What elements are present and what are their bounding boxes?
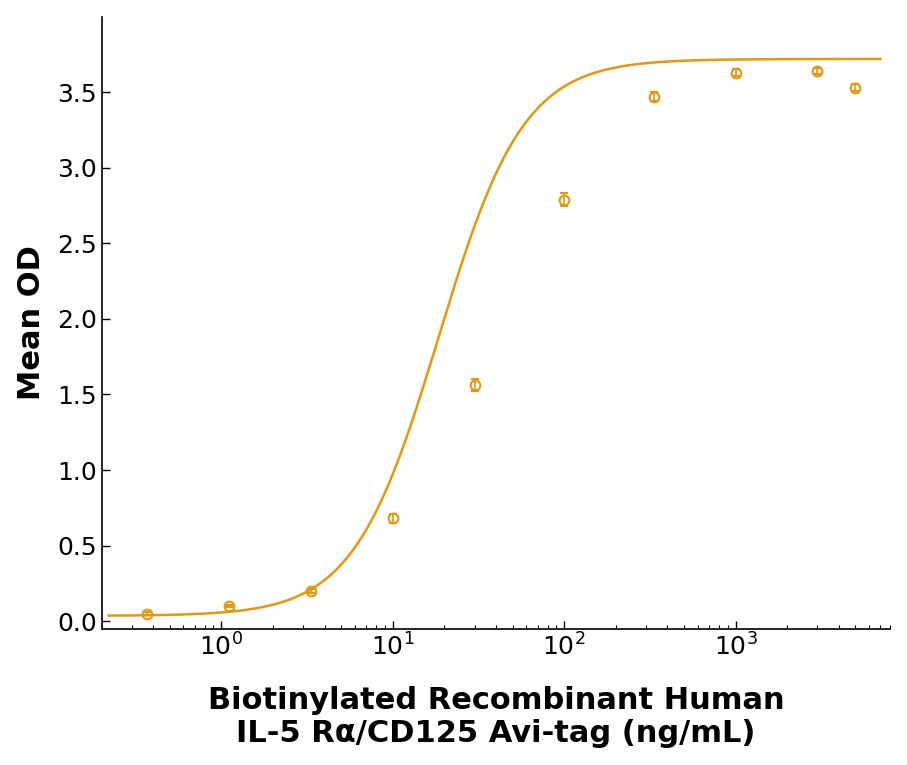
X-axis label: Biotinylated Recombinant Human
IL-5 Rα/CD125 Avi-tag (ng/mL): Biotinylated Recombinant Human IL-5 Rα/C… [208,685,785,748]
Y-axis label: Mean OD: Mean OD [16,246,45,400]
